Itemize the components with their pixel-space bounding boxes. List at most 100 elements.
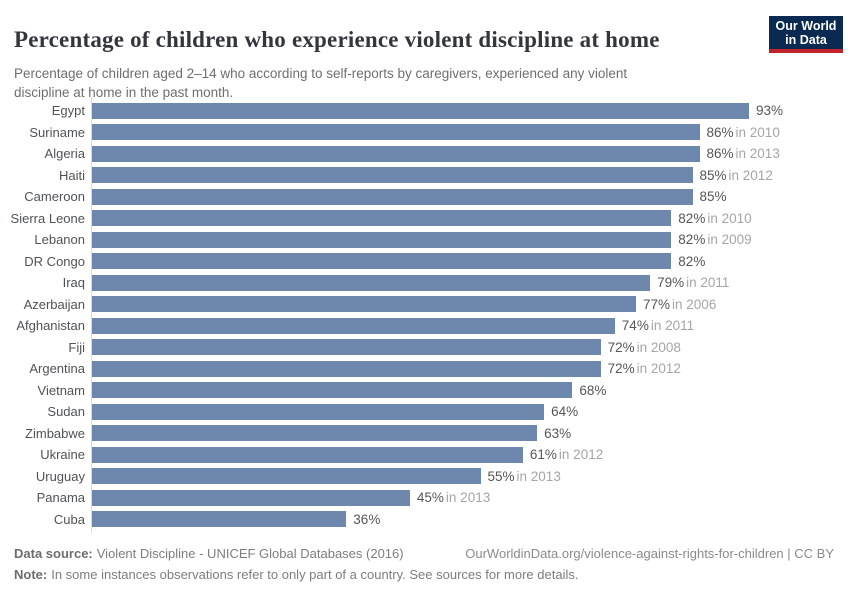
value-label: 63% bbox=[544, 425, 572, 441]
bar-row[interactable]: Vietnam 68% bbox=[0, 380, 850, 402]
bar-row[interactable]: Uruguay 55% in 2013 bbox=[0, 466, 850, 488]
data-source-text: Violent Discipline - UNICEF Global Datab… bbox=[96, 546, 404, 561]
bar[interactable] bbox=[92, 468, 481, 485]
bar-row[interactable]: Ukraine 61% in 2012 bbox=[0, 444, 850, 466]
bar-value: 82% bbox=[678, 254, 707, 269]
country-label: Lebanon bbox=[34, 232, 85, 248]
bar-chart: Egypt 93% Suriname 86% in 2010 Algeria 86… bbox=[0, 100, 850, 530]
year-label: in 2012 bbox=[636, 361, 681, 377]
country-label: Egypt bbox=[51, 103, 85, 119]
bar-value: 79% in 2011 bbox=[657, 275, 729, 290]
bar[interactable] bbox=[92, 231, 672, 248]
bar[interactable] bbox=[92, 296, 636, 313]
country-label: DR Congo bbox=[24, 253, 85, 269]
bar[interactable] bbox=[92, 145, 700, 162]
bar-row[interactable]: Sierra Leone 82% in 2010 bbox=[0, 208, 850, 230]
bar-row[interactable]: Cuba 36% bbox=[0, 509, 850, 531]
bar-row[interactable]: Lebanon 82% in 2009 bbox=[0, 229, 850, 251]
bar[interactable] bbox=[92, 403, 545, 420]
bar[interactable] bbox=[92, 167, 693, 184]
y-axis-line bbox=[91, 97, 92, 533]
bar-value: 86% in 2013 bbox=[707, 146, 780, 161]
bar[interactable] bbox=[92, 274, 651, 291]
bar[interactable] bbox=[92, 382, 573, 399]
bar[interactable] bbox=[92, 210, 672, 227]
bar-value: 82% in 2010 bbox=[678, 211, 751, 226]
bar[interactable] bbox=[92, 425, 538, 442]
note-label: Note: bbox=[14, 567, 48, 582]
country-label: Ukraine bbox=[40, 447, 85, 463]
bar[interactable] bbox=[92, 317, 615, 334]
bar[interactable] bbox=[92, 489, 410, 506]
bar[interactable] bbox=[92, 102, 749, 119]
country-label: Sierra Leone bbox=[10, 210, 85, 226]
country-label: Argentina bbox=[29, 361, 85, 377]
year-label: in 2011 bbox=[650, 318, 695, 334]
country-label: Algeria bbox=[44, 146, 85, 162]
bar-row[interactable]: Azerbaijan 77% in 2006 bbox=[0, 294, 850, 316]
value-label: 79% bbox=[657, 275, 685, 291]
value-label: 86% bbox=[706, 146, 734, 162]
bar-row[interactable]: Zimbabwe 63% bbox=[0, 423, 850, 445]
bar-value: 93% bbox=[756, 103, 785, 118]
bar-value: 55% in 2013 bbox=[488, 469, 561, 484]
bar-value: 85% in 2012 bbox=[700, 168, 773, 183]
year-label: in 2008 bbox=[636, 339, 681, 355]
note-text: In some instances observations refer to … bbox=[51, 567, 579, 582]
country-label: Afghanistan bbox=[16, 318, 85, 334]
chart-subtitle: Percentage of children aged 2–14 who acc… bbox=[14, 65, 628, 100]
value-label: 85% bbox=[699, 189, 727, 205]
bar-row[interactable]: Sudan 64% bbox=[0, 401, 850, 423]
country-label: Panama bbox=[36, 490, 85, 506]
bar-row[interactable]: Afghanistan 74% in 2011 bbox=[0, 315, 850, 337]
country-label: Fiji bbox=[68, 339, 85, 355]
bar-row[interactable]: DR Congo 82% bbox=[0, 251, 850, 273]
value-label: 68% bbox=[579, 382, 607, 398]
year-label: in 2011 bbox=[686, 275, 730, 291]
page-title: Percentage of children who experience vi… bbox=[14, 27, 660, 53]
value-label: 82% bbox=[678, 210, 706, 226]
value-label: 82% bbox=[678, 253, 706, 269]
country-label: Azerbaijan bbox=[23, 296, 85, 312]
bar-row[interactable]: Egypt 93% bbox=[0, 100, 850, 122]
bar-value: 72% in 2012 bbox=[608, 361, 681, 376]
bar-row[interactable]: Cameroon 85% bbox=[0, 186, 850, 208]
owid-url-link[interactable]: OurWorldinData.org/violence-against-righ… bbox=[465, 546, 834, 561]
chart-footer: Data source: Violent Discipline - UNICEF … bbox=[14, 543, 834, 585]
bar-row[interactable]: Fiji 72% in 2008 bbox=[0, 337, 850, 359]
year-label: in 2013 bbox=[735, 146, 780, 162]
year-label: in 2010 bbox=[735, 124, 780, 140]
value-label: 72% bbox=[607, 339, 635, 355]
value-label: 55% bbox=[487, 468, 515, 484]
bar[interactable] bbox=[92, 511, 347, 528]
bar[interactable] bbox=[92, 339, 601, 356]
bar[interactable] bbox=[92, 446, 523, 463]
data-source-label: Data source: bbox=[14, 546, 93, 561]
bar-row[interactable]: Suriname 86% in 2010 bbox=[0, 122, 850, 144]
bar[interactable] bbox=[92, 253, 672, 270]
bar-row[interactable]: Panama 45% in 2013 bbox=[0, 487, 850, 509]
bar-value: 68% bbox=[579, 383, 608, 398]
bar-row[interactable]: Haiti 85% in 2012 bbox=[0, 165, 850, 187]
year-label: in 2013 bbox=[445, 490, 491, 506]
bar-row[interactable]: Algeria 86% in 2013 bbox=[0, 143, 850, 165]
bar-value: 85% bbox=[700, 189, 729, 204]
value-label: 61% bbox=[529, 447, 557, 463]
value-label: 85% bbox=[699, 167, 727, 183]
value-label: 93% bbox=[756, 103, 784, 119]
bar-value: 36% bbox=[353, 512, 382, 527]
value-label: 86% bbox=[706, 124, 734, 140]
bar-row[interactable]: Argentina 72% in 2012 bbox=[0, 358, 850, 380]
owid-logo-line1: Our World bbox=[775, 19, 837, 33]
value-label: 72% bbox=[607, 361, 635, 377]
bar-value: 77% in 2006 bbox=[643, 297, 716, 312]
country-label: Haiti bbox=[58, 167, 85, 183]
bar[interactable] bbox=[92, 188, 693, 205]
owid-logo[interactable]: Our World in Data bbox=[769, 16, 843, 53]
bar[interactable] bbox=[92, 360, 601, 377]
bar-value: 86% in 2010 bbox=[707, 125, 780, 140]
year-label: in 2006 bbox=[672, 296, 717, 312]
bar-row[interactable]: Iraq 79% in 2011 bbox=[0, 272, 850, 294]
bar[interactable] bbox=[92, 124, 700, 141]
value-label: 64% bbox=[551, 404, 579, 420]
